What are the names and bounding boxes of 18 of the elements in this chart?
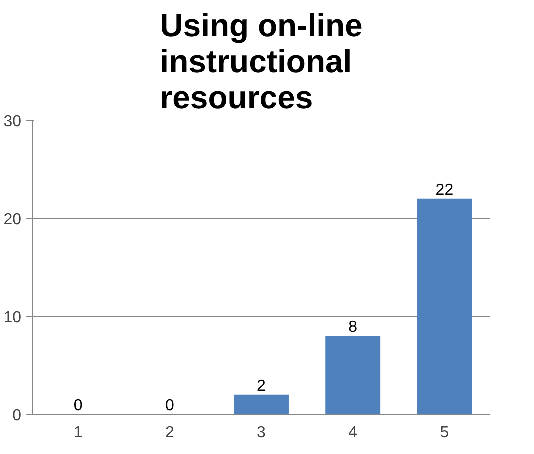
x-tick-label: 4 <box>348 424 358 442</box>
x-tick-label: 2 <box>165 424 174 442</box>
bar <box>234 394 289 414</box>
x-tick-label: 3 <box>257 424 266 442</box>
y-tick-label: 0 <box>12 408 22 424</box>
y-tick-label: 10 <box>4 310 22 326</box>
data-label: 2 <box>257 378 266 395</box>
y-tick-label: 30 <box>4 114 22 130</box>
data-label: 8 <box>348 319 358 336</box>
x-tick-label: 1 <box>74 424 83 442</box>
y-tick-label: 20 <box>4 212 22 228</box>
data-label: 0 <box>165 398 174 414</box>
chart-title: Using on-line instructional resources <box>160 8 363 116</box>
bar <box>417 198 472 414</box>
data-label: 0 <box>74 398 83 414</box>
bar <box>326 336 381 414</box>
x-tick-label: 5 <box>440 424 450 442</box>
data-label: 22 <box>436 182 454 199</box>
